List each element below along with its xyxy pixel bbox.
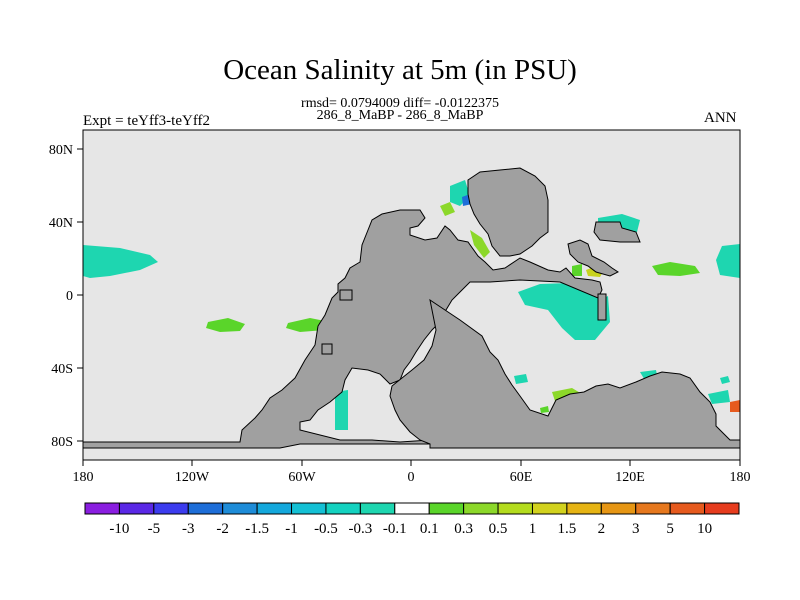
- colorbar-box: [635, 502, 671, 515]
- anomaly-patch: [572, 264, 582, 276]
- plot-title: Ocean Salinity at 5m (in PSU): [223, 54, 577, 86]
- colorbar-box: [222, 502, 258, 515]
- x-tick-labels: 180 120W 60W 0 60E 120E 180: [73, 470, 751, 485]
- map-axis-ticks: [77, 148, 741, 466]
- colorbar-box: [84, 502, 120, 515]
- colorbar-box: [394, 502, 430, 515]
- anomaly-patch: [440, 202, 455, 216]
- colorbar-label: -0.5: [314, 521, 338, 537]
- land: [82, 167, 741, 449]
- anomaly-patch: [518, 283, 610, 340]
- colorbar-box: [256, 502, 293, 515]
- colorbar-label: 10: [697, 521, 712, 537]
- colorbar-label: -1.5: [245, 521, 269, 537]
- anomaly-patch: [540, 406, 549, 413]
- colorbar-boxes: [84, 502, 740, 515]
- colorbar-box: [359, 502, 396, 515]
- x-tick-label: 180: [73, 470, 94, 485]
- anomaly-patch: [716, 244, 740, 278]
- x-tick-label: 60W: [288, 470, 316, 485]
- y-tick-label: 40S: [51, 362, 73, 377]
- colorbar-box: [291, 502, 327, 515]
- colorbar-label: 0.3: [454, 521, 473, 537]
- land-eurasia: [467, 167, 549, 257]
- plot-subtitle: 286_8_MaBP - 286_8_MaBP: [316, 108, 484, 123]
- colorbar-label: -10: [109, 521, 129, 537]
- colorbar-label: 2: [598, 521, 606, 537]
- colorbar-box: [325, 502, 361, 515]
- land-america-antarctica: [82, 209, 603, 449]
- colorbar-box: [531, 502, 568, 515]
- colorbar-label: 1: [529, 521, 537, 537]
- y-tick-labels: 80N 40N 0 40S 80S: [49, 143, 73, 450]
- y-tick-label: 80N: [49, 143, 73, 158]
- colorbar-label: -0.3: [348, 521, 372, 537]
- colorbar-label: -3: [182, 521, 195, 537]
- colorbar-box: [118, 502, 155, 515]
- colorbar-box: [153, 502, 189, 515]
- anomaly-patch: [514, 374, 528, 384]
- colorbar-label: 1.5: [558, 521, 577, 537]
- anomaly-patch: [652, 262, 700, 276]
- land-asia-east: [567, 239, 619, 277]
- colorbar-label: -0.1: [383, 521, 407, 537]
- experiment-label: Expt = teYff3-teYff2: [83, 113, 211, 129]
- anomaly-patch: [708, 390, 730, 404]
- anomaly-patch: [206, 318, 245, 332]
- land-africa-southern: [389, 298, 741, 449]
- x-tick-label: 60E: [510, 470, 533, 485]
- colorbar-label: 5: [666, 521, 674, 537]
- season-label: ANN: [704, 110, 737, 126]
- colorbar-label: 3: [632, 521, 640, 537]
- colorbar-box: [566, 502, 602, 515]
- x-tick-label: 0: [408, 470, 415, 485]
- colorbar-box: [497, 502, 533, 515]
- colorbar-box: [704, 502, 740, 515]
- colorbar-label: -2: [216, 521, 229, 537]
- colorbar-box: [600, 502, 637, 515]
- anomaly-patch: [730, 400, 740, 412]
- colorbar-label: -5: [148, 521, 161, 537]
- colorbar-labels: -10 -5 -3 -2 -1.5 -1 -0.5 -0.3 -0.1 0.1 0.3 0.5 1 1.5…: [109, 521, 712, 537]
- anomaly-patch: [720, 376, 730, 384]
- stats-line: rmsd= 0.0794009 diff= -0.0122375: [301, 96, 499, 111]
- anomaly-patch: [470, 230, 490, 258]
- colorbar-label: 0.1: [420, 521, 439, 537]
- colorbar-label: -1: [285, 521, 298, 537]
- land-island: [593, 221, 641, 243]
- colorbar-box: [187, 502, 224, 515]
- colorbar-box: [428, 502, 465, 515]
- y-tick-label: 80S: [51, 435, 73, 450]
- y-tick-label: 40N: [49, 216, 73, 231]
- land-island: [321, 343, 333, 355]
- anomaly-patch: [83, 245, 158, 278]
- x-tick-label: 120W: [175, 470, 210, 485]
- colorbar-box: [463, 502, 499, 515]
- land-island: [597, 293, 607, 321]
- colorbar-box: [669, 502, 706, 515]
- colorbar-label: 0.5: [489, 521, 508, 537]
- x-tick-label: 180: [730, 470, 751, 485]
- land-island: [339, 289, 353, 301]
- anomaly-patch: [335, 390, 348, 430]
- y-tick-label: 0: [66, 289, 73, 304]
- x-tick-label: 120E: [615, 470, 645, 485]
